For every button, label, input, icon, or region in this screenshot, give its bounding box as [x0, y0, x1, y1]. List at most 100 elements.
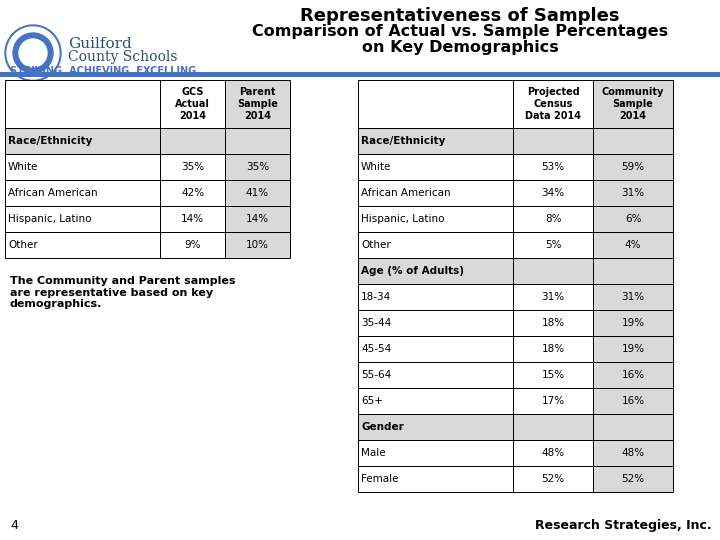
- Text: 15%: 15%: [541, 370, 564, 380]
- Bar: [593, 128, 673, 154]
- Bar: [513, 232, 593, 258]
- Text: Other: Other: [8, 240, 37, 250]
- Text: Representativeness of Samples: Representativeness of Samples: [300, 7, 620, 25]
- Text: GCS
Actual
2014: GCS Actual 2014: [175, 87, 210, 120]
- Bar: [513, 336, 593, 362]
- Text: Male: Male: [361, 448, 386, 458]
- Bar: [593, 154, 673, 180]
- Bar: [225, 232, 290, 258]
- Text: 45-54: 45-54: [361, 344, 391, 354]
- Bar: [513, 80, 593, 128]
- Bar: [513, 128, 593, 154]
- Text: African American: African American: [8, 188, 98, 198]
- Text: Female: Female: [361, 474, 398, 484]
- Bar: [513, 180, 593, 206]
- Circle shape: [5, 25, 61, 81]
- Text: Gender: Gender: [361, 422, 404, 432]
- Bar: [358, 284, 513, 310]
- Text: The Community and Parent samples
are representative based on key
demographics.: The Community and Parent samples are rep…: [10, 276, 235, 309]
- Bar: [225, 206, 290, 232]
- Text: Other: Other: [361, 240, 391, 250]
- Text: Race/Ethnicity: Race/Ethnicity: [361, 136, 446, 146]
- Text: on Key Demographics: on Key Demographics: [361, 40, 559, 55]
- Circle shape: [19, 39, 47, 67]
- Bar: [593, 258, 673, 284]
- Bar: [513, 466, 593, 492]
- Text: 35-44: 35-44: [361, 318, 391, 328]
- Text: White: White: [361, 162, 392, 172]
- Text: 5%: 5%: [545, 240, 562, 250]
- Bar: [160, 128, 225, 154]
- Text: 17%: 17%: [541, 396, 564, 406]
- Text: Hispanic, Latino: Hispanic, Latino: [361, 214, 444, 224]
- Bar: [358, 414, 513, 440]
- Bar: [593, 466, 673, 492]
- Bar: [225, 154, 290, 180]
- Text: 14%: 14%: [181, 214, 204, 224]
- Bar: [358, 466, 513, 492]
- Text: 8%: 8%: [545, 214, 562, 224]
- Text: Age (% of Adults): Age (% of Adults): [361, 266, 464, 276]
- Text: 34%: 34%: [541, 188, 564, 198]
- Bar: [358, 232, 513, 258]
- Bar: [513, 258, 593, 284]
- Text: 4: 4: [10, 519, 18, 532]
- Text: Hispanic, Latino: Hispanic, Latino: [8, 214, 91, 224]
- Bar: [225, 128, 290, 154]
- Text: Race/Ethnicity: Race/Ethnicity: [8, 136, 92, 146]
- Bar: [160, 80, 225, 128]
- Text: 10%: 10%: [246, 240, 269, 250]
- Bar: [593, 414, 673, 440]
- Text: 18-34: 18-34: [361, 292, 391, 302]
- Bar: [5, 154, 160, 180]
- Text: 35%: 35%: [246, 162, 269, 172]
- Text: 16%: 16%: [621, 370, 644, 380]
- Bar: [358, 206, 513, 232]
- Bar: [160, 232, 225, 258]
- Text: 31%: 31%: [541, 292, 564, 302]
- Bar: [513, 362, 593, 388]
- Text: STRIVING. ACHIEVING. EXCELLING.: STRIVING. ACHIEVING. EXCELLING.: [10, 66, 200, 76]
- Bar: [358, 440, 513, 466]
- Bar: [358, 154, 513, 180]
- Text: 18%: 18%: [541, 344, 564, 354]
- Bar: [358, 310, 513, 336]
- Bar: [513, 206, 593, 232]
- Text: 59%: 59%: [621, 162, 644, 172]
- Text: 9%: 9%: [184, 240, 201, 250]
- Text: 41%: 41%: [246, 188, 269, 198]
- Text: County Schools: County Schools: [68, 50, 178, 64]
- Text: Parent
Sample
2014: Parent Sample 2014: [237, 87, 278, 120]
- Text: Community
Sample
2014: Community Sample 2014: [602, 87, 664, 120]
- Text: 42%: 42%: [181, 188, 204, 198]
- Bar: [593, 336, 673, 362]
- Text: 16%: 16%: [621, 396, 644, 406]
- Text: 6%: 6%: [625, 214, 642, 224]
- Bar: [5, 180, 160, 206]
- Bar: [160, 180, 225, 206]
- Bar: [513, 154, 593, 180]
- Text: White: White: [8, 162, 38, 172]
- Text: 19%: 19%: [621, 318, 644, 328]
- Text: 65+: 65+: [361, 396, 383, 406]
- Bar: [358, 80, 513, 128]
- Bar: [358, 336, 513, 362]
- Bar: [5, 232, 160, 258]
- Text: 31%: 31%: [621, 188, 644, 198]
- Text: 48%: 48%: [621, 448, 644, 458]
- Bar: [160, 154, 225, 180]
- Text: Guilford: Guilford: [68, 37, 132, 51]
- Bar: [593, 180, 673, 206]
- Text: 19%: 19%: [621, 344, 644, 354]
- Text: 55-64: 55-64: [361, 370, 391, 380]
- Text: 52%: 52%: [621, 474, 644, 484]
- Text: 18%: 18%: [541, 318, 564, 328]
- Text: 14%: 14%: [246, 214, 269, 224]
- Bar: [5, 80, 160, 128]
- Bar: [513, 310, 593, 336]
- Bar: [593, 388, 673, 414]
- Bar: [593, 80, 673, 128]
- Text: African American: African American: [361, 188, 451, 198]
- Bar: [593, 232, 673, 258]
- Text: 53%: 53%: [541, 162, 564, 172]
